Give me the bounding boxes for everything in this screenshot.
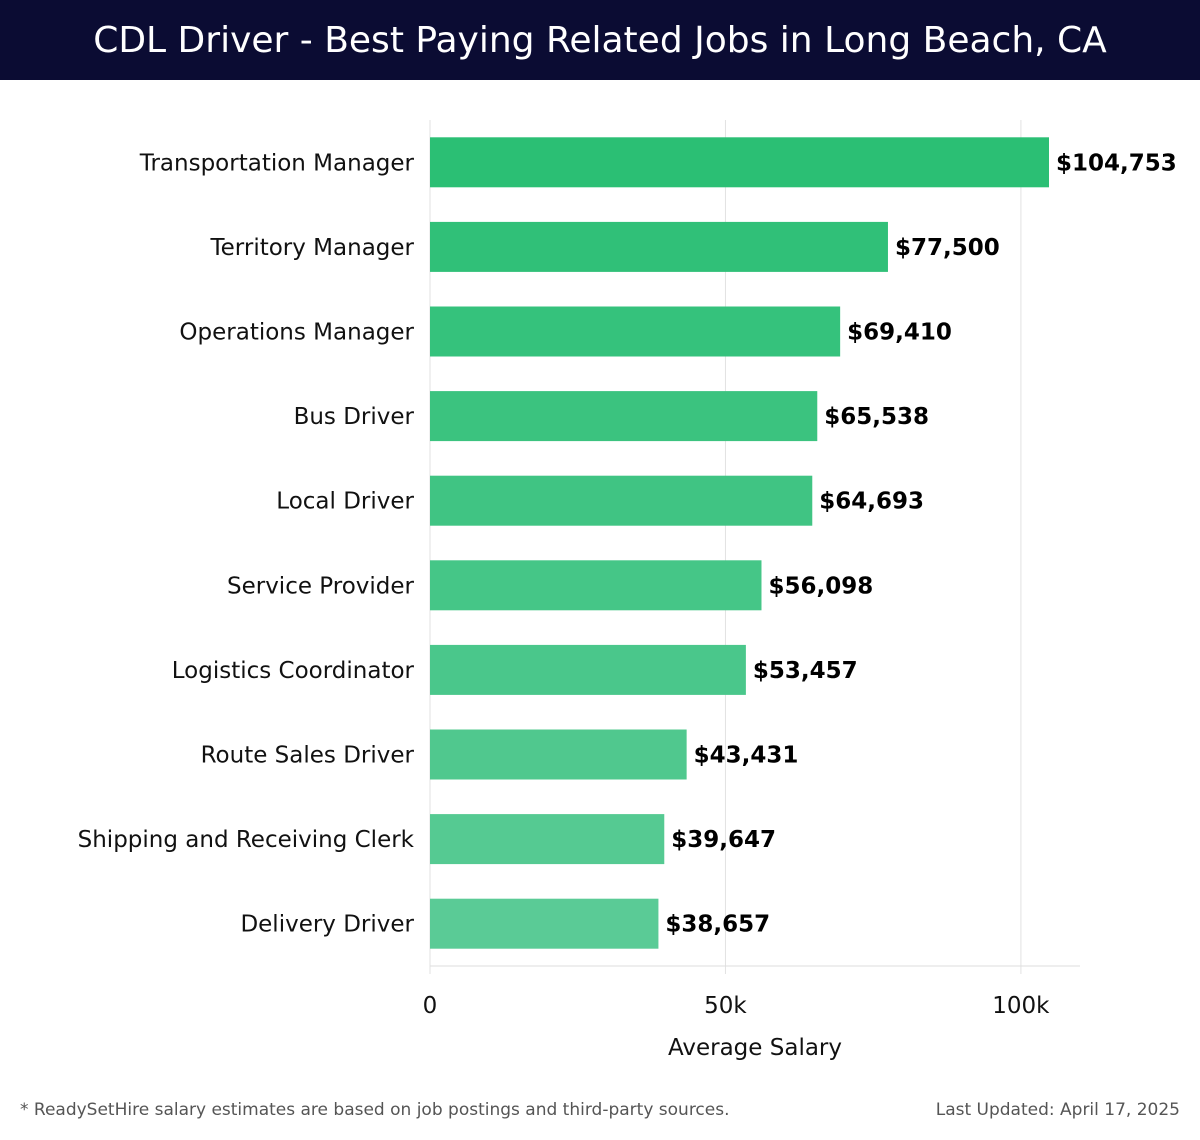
category-label: Route Sales Driver — [201, 743, 415, 769]
value-labels: $104,753 $77,500 $69,410 $65,538 $64,693 $56,… — [665, 150, 1176, 937]
value-label: $104,753 — [1056, 150, 1177, 176]
bar — [430, 137, 1049, 188]
category-label: Bus Driver — [294, 404, 415, 430]
footer-note: * ReadySetHire salary estimates are base… — [20, 1100, 730, 1120]
x-axis-label: Average Salary — [668, 1035, 842, 1061]
value-label: $56,098 — [768, 573, 873, 599]
category-label: Operations Manager — [179, 320, 414, 346]
category-label: Territory Manager — [210, 235, 415, 261]
bar — [430, 814, 665, 865]
title-bar: CDL Driver - Best Paying Related Jobs in… — [0, 0, 1200, 80]
bar — [430, 644, 746, 695]
category-label: Shipping and Receiving Clerk — [78, 827, 415, 853]
bar — [430, 729, 687, 780]
last-updated: Last Updated: April 17, 2025 — [935, 1100, 1180, 1120]
x-axis: 0 50k 100k — [423, 993, 1051, 1019]
value-label: $38,657 — [665, 912, 770, 938]
x-tick-label: 50k — [704, 993, 747, 1019]
bar — [430, 898, 659, 949]
category-label: Local Driver — [276, 489, 414, 515]
bar — [430, 306, 841, 357]
bar-chart: Transportation Manager Territory Manager O… — [78, 120, 1177, 1061]
value-label: $77,500 — [895, 235, 1000, 261]
chart-title: CDL Driver - Best Paying Related Jobs in… — [93, 19, 1107, 61]
category-label: Delivery Driver — [240, 912, 414, 938]
bar — [430, 475, 813, 526]
category-labels: Transportation Manager Territory Manager O… — [78, 150, 415, 937]
value-label: $43,431 — [694, 743, 799, 769]
value-label: $53,457 — [753, 658, 858, 684]
bar — [430, 560, 762, 611]
category-label: Logistics Coordinator — [172, 658, 415, 684]
x-tick-label: 100k — [992, 993, 1050, 1019]
bar — [430, 391, 818, 442]
bar — [430, 221, 888, 272]
value-label: $39,647 — [671, 827, 776, 853]
category-label: Transportation Manager — [139, 150, 415, 176]
value-label: $65,538 — [824, 404, 929, 430]
value-label: $69,410 — [847, 320, 952, 346]
bars — [430, 137, 1049, 949]
category-label: Service Provider — [227, 573, 415, 599]
value-label: $64,693 — [819, 489, 924, 515]
x-tick-label: 0 — [423, 993, 438, 1019]
